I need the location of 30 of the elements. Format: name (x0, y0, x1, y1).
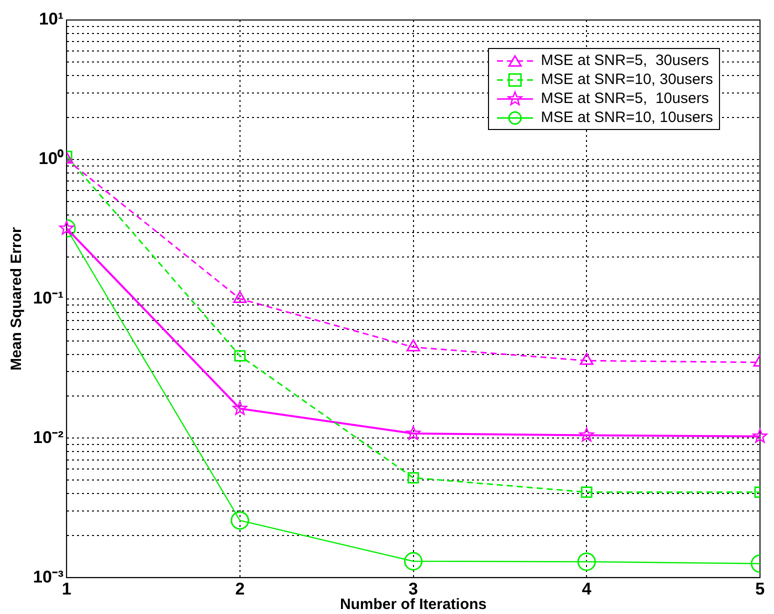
x-tick-label: 2 (235, 579, 245, 598)
point (406, 339, 420, 352)
x-tick-label: 4 (582, 579, 592, 598)
point (406, 426, 421, 440)
point (577, 552, 596, 571)
point (579, 428, 594, 442)
x-tick-label: 3 (408, 579, 418, 598)
point (234, 350, 246, 362)
legend-label: MSE at SNR=5, 10users (540, 90, 709, 107)
legend-label: MSE at SNR=10, 10users (540, 109, 713, 126)
point (580, 486, 592, 498)
legend-label: MSE at SNR=5, 30users (540, 52, 709, 69)
y-tick-label: 10¹ (38, 10, 64, 29)
y-tick-label: 10⁻³ (32, 567, 64, 586)
point (59, 220, 74, 235)
point (580, 352, 594, 365)
legend-label: MSE at SNR=10, 30users (540, 71, 713, 88)
x-tick-label: 5 (755, 579, 765, 598)
point (232, 400, 248, 415)
point (408, 472, 419, 484)
point (752, 428, 768, 443)
point (404, 552, 423, 571)
y-axis-title: Mean Squared Error (8, 226, 26, 370)
y-tick-label: 10⁰ (38, 149, 64, 168)
y-tick-label: 10⁻² (32, 428, 64, 447)
point (233, 291, 247, 304)
y-tick-label: 10⁻¹ (32, 288, 64, 308)
point (230, 511, 250, 530)
x-axis-title: Number of Iterations (340, 596, 487, 614)
x-tick-label: 1 (62, 579, 72, 598)
